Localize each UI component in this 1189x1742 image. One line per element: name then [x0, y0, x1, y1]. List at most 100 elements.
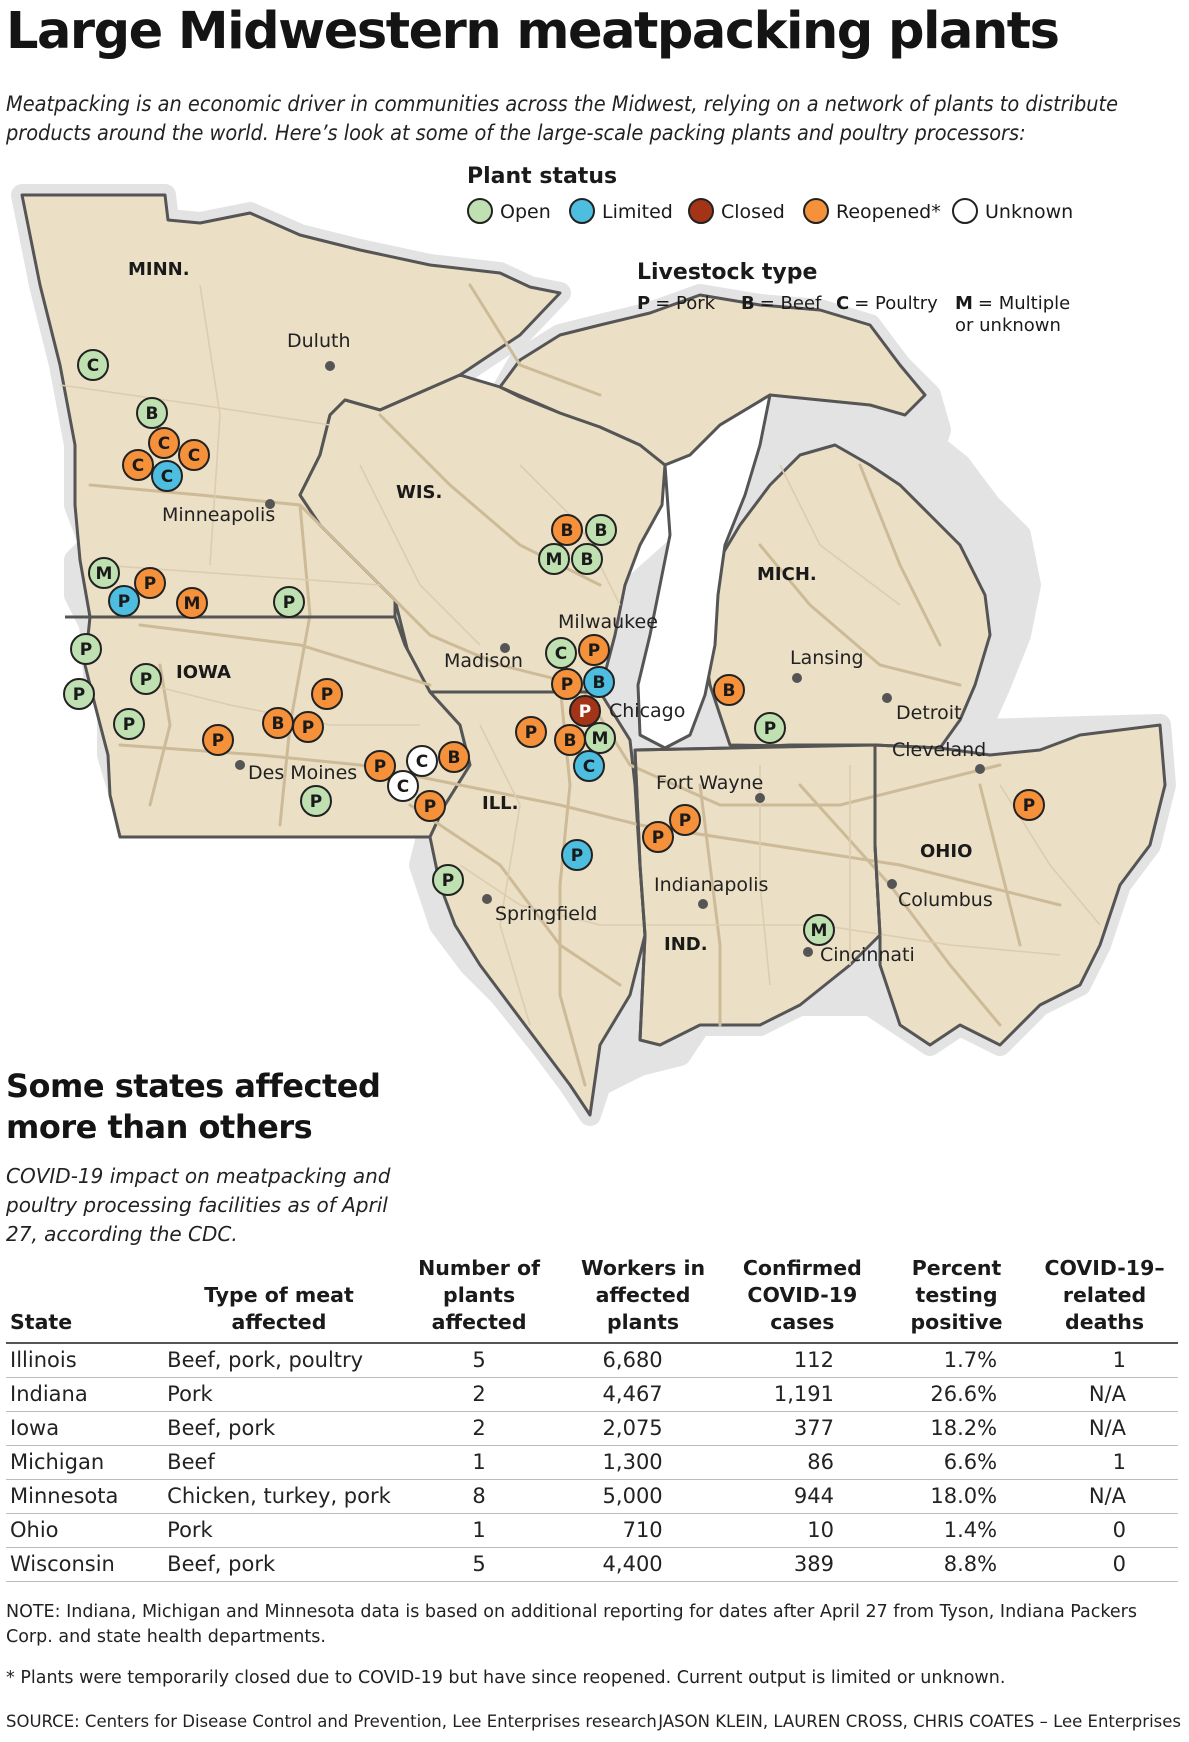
plant-marker-letter: B	[595, 521, 608, 541]
section-title: Some states affected more than others	[6, 1067, 381, 1146]
plant-marker-letter: B	[564, 731, 577, 751]
cell-plants: 2	[394, 1377, 564, 1412]
plant-marker-letter: P	[302, 718, 314, 738]
legend-livestock-text: = Pork	[655, 293, 715, 314]
plant-marker: B	[136, 397, 168, 429]
city-label-fort-wayne: Fort Wayne	[656, 772, 763, 794]
plant-marker: C	[122, 449, 154, 481]
plant-marker-circle	[113, 708, 145, 740]
plant-marker-letter: B	[723, 681, 736, 701]
lake-michigan	[636, 393, 772, 750]
plant-marker: P	[1013, 789, 1045, 821]
plant-marker-letter: P	[374, 757, 386, 777]
city-dot-des-moines	[235, 760, 245, 770]
cell-cases: 1,191	[722, 1377, 882, 1412]
plant-marker-circle	[70, 633, 102, 665]
cell-deaths: 0	[1031, 1547, 1178, 1582]
plant-marker-letter: B	[593, 673, 606, 693]
city-label-cincinnati: Cincinnati	[820, 944, 915, 966]
plant-marker-letter: B	[448, 748, 461, 768]
cell-workers: 710	[563, 1513, 723, 1548]
plant-marker: B	[551, 514, 583, 546]
plant-marker: P	[202, 724, 234, 756]
plant-marker-letter: P	[283, 593, 295, 613]
source-text: SOURCE: Centers for Disease Control and …	[6, 1712, 657, 1731]
table-header-row: State Type of meat affected Number of pl…	[6, 1255, 1178, 1344]
legend-livestock-text: = Multiple	[978, 293, 1070, 314]
city-label-minneapolis: Minneapolis	[162, 504, 275, 526]
plant-marker-circle	[754, 712, 786, 744]
plant-marker-circle	[136, 397, 168, 429]
city-label-milwaukee: Milwaukee	[558, 611, 658, 633]
plant-marker: C	[151, 460, 183, 492]
cell-cases: 389	[722, 1547, 882, 1582]
plant-marker-letter: P	[579, 702, 591, 722]
plant-marker-letter: M	[546, 550, 563, 570]
intro-text: Meatpacking is an economic driver in com…	[6, 92, 1118, 146]
section-intro: COVID-19 impact on meatpacking and poult…	[6, 1164, 391, 1246]
plant-marker-circle	[148, 427, 180, 459]
plant-marker-letter: B	[272, 714, 285, 734]
plant-marker-letter: M	[96, 564, 113, 584]
state-labels: MINN. WIS. MICH. IOWA ILL. IND. OHIO	[128, 259, 972, 955]
legend-livestock-c: C = Poultry	[836, 293, 938, 314]
plant-marker-letter: B	[581, 550, 594, 570]
plant-marker-letter: P	[144, 574, 156, 594]
plant-marker-circle	[538, 543, 570, 575]
plant-marker-circle	[803, 914, 835, 946]
plant-marker-letter: C	[555, 644, 567, 664]
footnote-text: * Plants were temporarily closed due to …	[6, 1668, 1006, 1688]
plant-marker: B	[438, 741, 470, 773]
cell-state: Iowa	[6, 1411, 164, 1446]
plant-marker-circle	[551, 668, 583, 700]
plant-marker-circle	[573, 750, 605, 782]
plant-marker-letter: P	[764, 719, 776, 739]
state-label-ind: IND.	[664, 934, 708, 955]
legend-status-closed: Closed	[688, 198, 785, 224]
cell-workers: 5,000	[563, 1479, 723, 1514]
plant-marker-circle	[432, 864, 464, 896]
state-label-ill: ILL.	[482, 793, 518, 814]
plant-marker: P	[578, 634, 610, 666]
plant-marker-circle	[414, 790, 446, 822]
cell-plants: 1	[394, 1445, 564, 1480]
plant-marker-letter: M	[184, 594, 201, 614]
plant-marker-letter: P	[652, 828, 664, 848]
covid-impact-table: State Type of meat affected Number of pl…	[6, 1255, 1178, 1582]
plant-marker-letter: P	[140, 670, 152, 690]
city-dot-fort-wayne	[755, 793, 765, 803]
city-dot-springfield	[482, 894, 492, 904]
plant-marker: B	[713, 674, 745, 706]
state-label-mich: MICH.	[757, 564, 817, 585]
legend-status-label: Unknown	[985, 201, 1073, 223]
header-percent: Percent testing positive	[882, 1255, 1032, 1344]
plant-marker-circle	[669, 804, 701, 836]
header-plants: Number of plants affected	[394, 1255, 564, 1344]
cell-workers: 1,300	[563, 1445, 723, 1480]
legend-status-limited: Limited	[569, 198, 673, 224]
cell-cases: 112	[722, 1343, 882, 1378]
legend-status-unknown: Unknown	[952, 198, 1073, 224]
table-row: Ohio Pork 1 710 10 1.4% 0	[6, 1513, 1178, 1548]
plant-marker: M	[803, 914, 835, 946]
plant-marker-circle	[713, 674, 745, 706]
plant-marker: C	[387, 770, 419, 802]
city-label-indianapolis: Indianapolis	[654, 874, 768, 896]
cell-percent: 18.0%	[882, 1479, 1032, 1514]
plant-marker: P	[754, 712, 786, 744]
legend-livestock-text: = Poultry	[854, 293, 938, 314]
legend-status-label: Limited	[602, 201, 673, 223]
table-row: Minnesota Chicken, turkey, pork 8 5,000 944 1…	[6, 1479, 1178, 1514]
city-dot-minneapolis	[265, 499, 275, 509]
cell-meat-type: Pork	[163, 1377, 395, 1412]
plant-marker-letter: C	[583, 757, 595, 777]
cell-meat-type: Chicken, turkey, pork	[163, 1479, 395, 1514]
cell-workers: 4,400	[563, 1547, 723, 1582]
plant-marker-letter: C	[397, 777, 409, 797]
legend-status-label: Open	[500, 201, 551, 223]
plant-marker-letter: M	[811, 921, 828, 941]
cell-percent: 26.6%	[882, 1377, 1032, 1412]
legend-status-label: Reopened*	[836, 201, 941, 223]
